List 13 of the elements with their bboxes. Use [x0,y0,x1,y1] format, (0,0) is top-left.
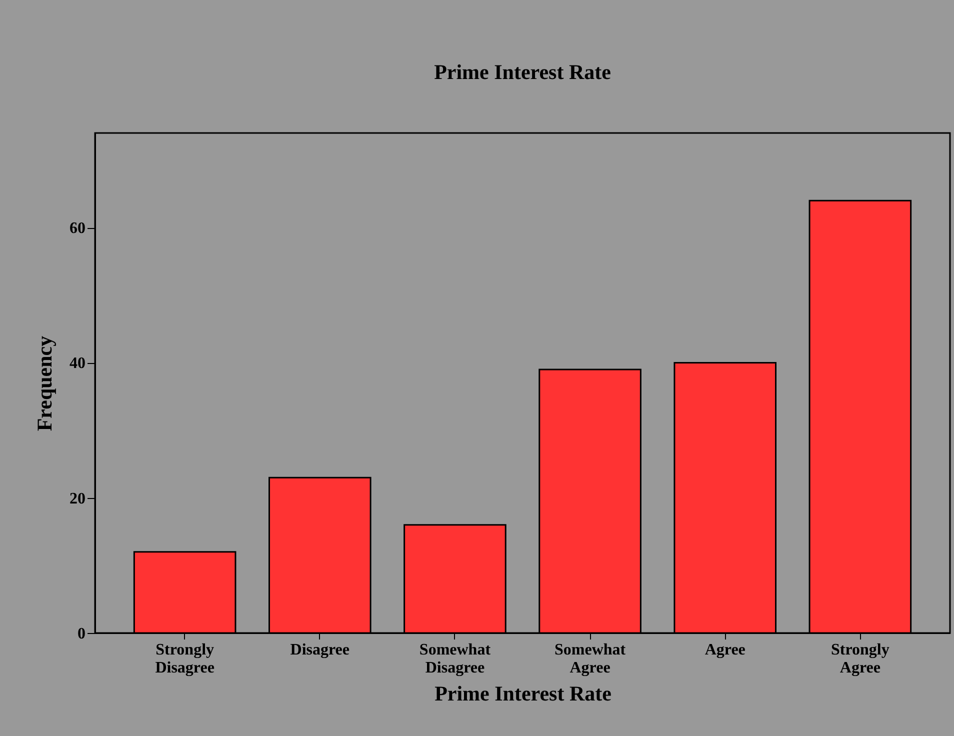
y-tick-label: 60 [70,220,86,238]
y-tick-label: 40 [70,355,86,372]
chart-title: Prime Interest Rate [434,60,611,84]
y-tick-label: 0 [78,626,86,642]
x-axis-title: Prime Interest Rate [434,682,612,706]
x-tick-label: Disagree [290,642,350,658]
x-tick-label: Strongly Disagree [155,642,214,676]
x-tick-label: Strongly Agree [830,642,890,676]
y-axis-title: Frequency [32,335,56,432]
x-tick-label: Agree [704,642,746,658]
x-tick-label: Somewhat Disagree [419,642,492,676]
x-tick-label: Somewhat Agree [554,642,626,676]
y-tick-label: 20 [70,490,86,508]
